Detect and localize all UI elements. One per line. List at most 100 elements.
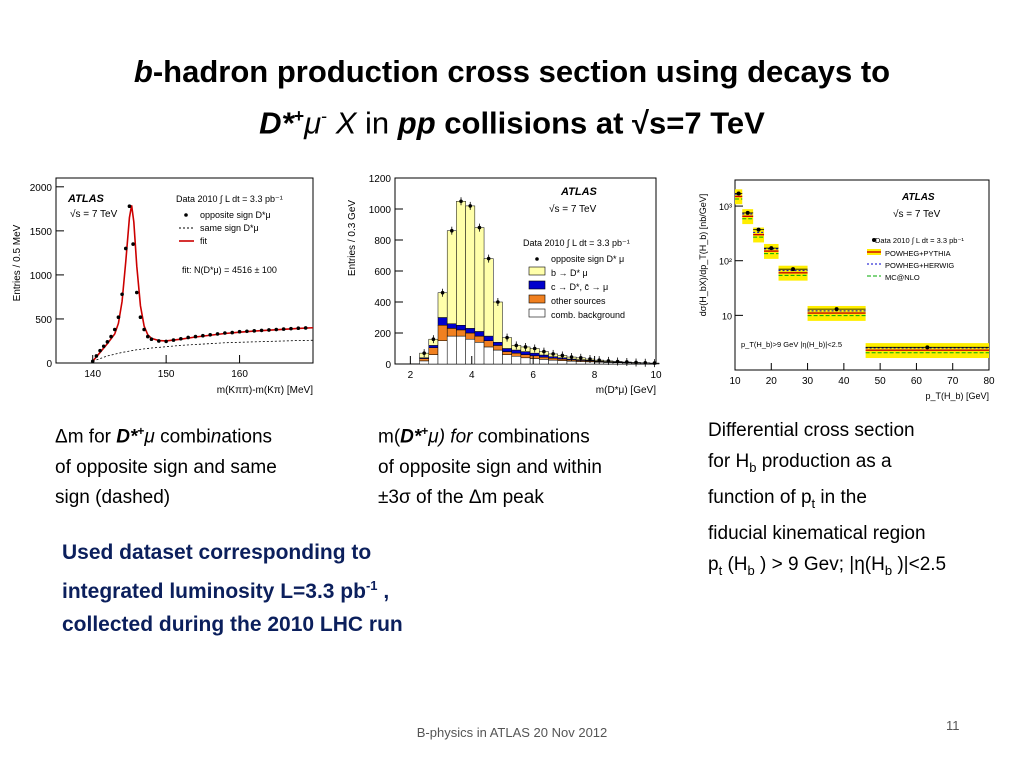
bar-c xyxy=(474,331,485,337)
cuts-label: p_T(H_b)>9 GeV |η(H_b)|<2.5 xyxy=(741,340,842,349)
bar-comb xyxy=(446,335,457,365)
caption-dstar-mu-mass: m(D*+μ) for combinations of opposite sig… xyxy=(378,424,602,509)
energy-label: √s = 7 TeV xyxy=(70,208,118,220)
legend-marker-data xyxy=(535,257,539,261)
data-point xyxy=(606,359,611,363)
data-point xyxy=(94,354,99,358)
data-point xyxy=(230,330,235,335)
y-tick-label: 1500 xyxy=(30,227,53,238)
data-point xyxy=(431,337,436,341)
x-tick-label: 70 xyxy=(947,376,959,387)
y-tick-label: 800 xyxy=(374,236,391,247)
bar-comb xyxy=(483,346,494,365)
data-point xyxy=(523,345,528,349)
x-tick-label: 10 xyxy=(729,376,741,387)
data-point xyxy=(289,326,293,331)
data-point xyxy=(123,246,128,251)
bar-b xyxy=(456,201,466,326)
bar-comb xyxy=(539,359,549,365)
title-line-2: D*+μ- X in pp collisions at √s=7 TeV xyxy=(259,105,765,141)
bar-c xyxy=(446,323,457,329)
y-tick-label: 2000 xyxy=(30,183,53,194)
x-tick-label: 80 xyxy=(983,376,995,387)
data-point xyxy=(477,225,482,230)
legend-entry: POWHEG+PYTHIA xyxy=(885,249,951,258)
data-point xyxy=(303,326,308,330)
title-line-1: b-hadron production cross section using … xyxy=(133,54,891,89)
y-tick-label: 1000 xyxy=(30,271,53,282)
data-point xyxy=(105,340,110,344)
data-point xyxy=(116,315,121,319)
bar-c xyxy=(456,325,466,331)
data-point xyxy=(551,352,555,356)
bar-other xyxy=(428,347,439,355)
legend-entry: c → D*, c̄ → μ xyxy=(551,282,608,292)
plot-frame xyxy=(734,179,990,371)
bar-c xyxy=(511,349,522,354)
data-point xyxy=(925,345,930,350)
experiment-label: ATLAS xyxy=(901,192,935,203)
data-point xyxy=(791,267,796,272)
bar-c xyxy=(520,351,531,355)
data-point xyxy=(179,336,183,341)
y-axis-label: Entries / 0.5 MeV xyxy=(12,224,23,301)
cross-section-chart: 10 20 30 40 50 60 70 80 10 10² 10³ p_T(H_b) [GeV] dσ… xyxy=(698,179,995,401)
data-point xyxy=(769,246,774,251)
x-axis-label: m(Kππ)-m(Kπ) [MeV] xyxy=(217,385,313,396)
bar-comb xyxy=(520,357,531,365)
y-tick-label: 0 xyxy=(46,359,52,370)
bar-other xyxy=(502,351,512,355)
data-point xyxy=(134,290,139,295)
data-point xyxy=(215,332,220,336)
x-tick-label: 4 xyxy=(469,370,475,381)
dataset-note: Used dataset corresponding to integrated… xyxy=(62,541,403,636)
bar-other xyxy=(437,325,448,341)
y-axis-label: dσ(H_bX)/dp_T(H_b) [nb/GeV] xyxy=(698,194,708,317)
legend-entry: other sources xyxy=(551,296,606,306)
y-axis-label: Entries / 0.3 GeV xyxy=(347,200,358,276)
bar-comb xyxy=(493,349,503,365)
data-point xyxy=(171,338,176,342)
bar-other xyxy=(520,354,531,359)
delta-m-plot: 140 150 160 0 500 1000 1500 2000 m(Kππ)-m(Kπ) [M… xyxy=(8,170,320,400)
y-tick-label: 1000 xyxy=(369,205,392,216)
bar-other xyxy=(446,328,457,337)
data-point xyxy=(296,326,301,331)
data-point xyxy=(756,227,761,232)
data-point xyxy=(514,343,519,348)
data-point xyxy=(164,339,168,344)
x-tick-label: 40 xyxy=(838,376,850,387)
bar-c xyxy=(465,328,476,334)
bar-other xyxy=(456,329,466,337)
bar-c xyxy=(483,335,494,342)
caption-delta-m: Δm for D*+μ combinations of opposite sig… xyxy=(55,424,277,509)
bar-other xyxy=(465,332,476,340)
bar-comb xyxy=(575,361,586,365)
data-point xyxy=(422,351,426,355)
data-point xyxy=(223,331,227,335)
data-point xyxy=(615,359,620,364)
x-tick-label: 160 xyxy=(231,369,248,380)
data-point xyxy=(643,360,648,365)
bar-c xyxy=(502,348,512,352)
bar-c xyxy=(493,342,503,346)
data-point xyxy=(142,327,146,332)
y-tick-label: 10 xyxy=(722,311,732,321)
y-tick-label: 1200 xyxy=(369,174,392,185)
data-point xyxy=(652,361,657,365)
energy-label: √s = 7 TeV xyxy=(549,203,597,215)
data-point xyxy=(112,327,117,332)
lumi-label: Data 2010 ∫ L dt = 3.3 pb⁻¹ xyxy=(523,238,630,248)
y-tick-label: 0 xyxy=(385,360,391,371)
data-point xyxy=(834,307,839,312)
x-tick-label: 60 xyxy=(911,376,923,387)
bar-other xyxy=(539,356,549,360)
delta-m-chart: 140 150 160 0 500 1000 1500 2000 m(Kππ)-m(Kπ) [M… xyxy=(12,177,314,396)
data-point xyxy=(193,334,198,339)
data-point xyxy=(120,292,124,297)
legend-swatch xyxy=(528,266,546,276)
bar-other xyxy=(548,358,558,361)
data-point xyxy=(101,344,106,349)
lumi-label: Data 2010 ∫ L dt = 3.3 pb⁻¹ xyxy=(875,236,964,245)
bar-other xyxy=(474,335,485,343)
